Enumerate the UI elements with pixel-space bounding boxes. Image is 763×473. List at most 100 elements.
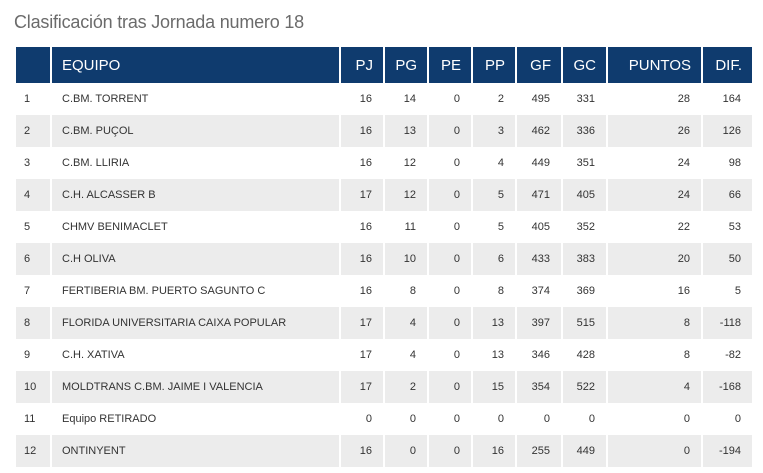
cell-puntos: 8: [608, 339, 703, 371]
cell-gc: 383: [563, 243, 608, 275]
cell-pp: 6: [473, 243, 517, 275]
cell-gc: 522: [563, 371, 608, 403]
cell-dif: -82: [703, 339, 752, 371]
header-puntos: PUNTOS: [608, 47, 703, 83]
cell-puntos: 24: [608, 179, 703, 211]
cell-dif: 126: [703, 115, 752, 147]
cell-pe: 0: [429, 83, 473, 115]
cell-pp: 8: [473, 275, 517, 307]
table-row: 9 C.H. XATIVA 17 4 0 13 346 428 8 -82: [16, 339, 752, 371]
cell-pp: 5: [473, 179, 517, 211]
cell-position: 10: [16, 371, 52, 403]
cell-pj: 17: [341, 371, 385, 403]
cell-pj: 17: [341, 179, 385, 211]
cell-position: 8: [16, 307, 52, 339]
cell-pe: 0: [429, 371, 473, 403]
cell-pe: 0: [429, 147, 473, 179]
cell-puntos: 24: [608, 147, 703, 179]
cell-team: C.BM. LLIRIA: [52, 147, 341, 179]
cell-gf: 433: [517, 243, 563, 275]
cell-team: C.H. ALCASSER B: [52, 179, 341, 211]
cell-pe: 0: [429, 339, 473, 371]
cell-position: 7: [16, 275, 52, 307]
header-pe: PE: [429, 47, 473, 83]
cell-position: 1: [16, 83, 52, 115]
cell-position: 3: [16, 147, 52, 179]
cell-gf: 462: [517, 115, 563, 147]
cell-dif: 50: [703, 243, 752, 275]
cell-puntos: 0: [608, 403, 703, 435]
cell-pj: 16: [341, 243, 385, 275]
cell-pp: 0: [473, 403, 517, 435]
cell-dif: 66: [703, 179, 752, 211]
cell-pg: 12: [385, 179, 429, 211]
cell-pg: 4: [385, 307, 429, 339]
cell-gc: 0: [563, 403, 608, 435]
cell-pj: 17: [341, 339, 385, 371]
cell-pe: 0: [429, 115, 473, 147]
cell-puntos: 28: [608, 83, 703, 115]
cell-pp: 3: [473, 115, 517, 147]
cell-pp: 4: [473, 147, 517, 179]
cell-gf: 495: [517, 83, 563, 115]
cell-puntos: 8: [608, 307, 703, 339]
cell-pg: 11: [385, 211, 429, 243]
cell-gc: 449: [563, 435, 608, 467]
cell-team: CHMV BENIMACLET: [52, 211, 341, 243]
cell-puntos: 0: [608, 435, 703, 467]
cell-pj: 17: [341, 307, 385, 339]
cell-puntos: 16: [608, 275, 703, 307]
cell-gf: 354: [517, 371, 563, 403]
cell-position: 12: [16, 435, 52, 467]
cell-pg: 14: [385, 83, 429, 115]
table-row: 8 FLORIDA UNIVERSITARIA CAIXA POPULAR 17 4 0…: [16, 307, 752, 339]
cell-position: 9: [16, 339, 52, 371]
cell-dif: 98: [703, 147, 752, 179]
cell-pg: 0: [385, 435, 429, 467]
cell-dif: -194: [703, 435, 752, 467]
cell-gf: 374: [517, 275, 563, 307]
cell-pe: 0: [429, 435, 473, 467]
cell-pp: 16: [473, 435, 517, 467]
cell-pp: 13: [473, 339, 517, 371]
table-row: 6 C.H OLIVA 16 10 0 6 433 383 20 50: [16, 243, 752, 275]
cell-pe: 0: [429, 243, 473, 275]
cell-gf: 405: [517, 211, 563, 243]
cell-team: MOLDTRANS C.BM. JAIME I VALENCIA: [52, 371, 341, 403]
cell-position: 4: [16, 179, 52, 211]
cell-pg: 4: [385, 339, 429, 371]
cell-pp: 2: [473, 83, 517, 115]
table-row: 1 C.BM. TORRENT 16 14 0 2 495 331 28 164: [16, 83, 752, 115]
cell-position: 2: [16, 115, 52, 147]
cell-pg: 12: [385, 147, 429, 179]
cell-gc: 352: [563, 211, 608, 243]
table-row: 2 C.BM. PUÇOL 16 13 0 3 462 336 26 126: [16, 115, 752, 147]
cell-puntos: 22: [608, 211, 703, 243]
header-team: EQUIPO: [52, 47, 341, 83]
cell-puntos: 26: [608, 115, 703, 147]
cell-pj: 16: [341, 435, 385, 467]
cell-position: 11: [16, 403, 52, 435]
header-gf: GF: [517, 47, 563, 83]
standings-body: 1 C.BM. TORRENT 16 14 0 2 495 331 28 164 2 C.BM. PU…: [16, 83, 752, 467]
cell-gc: 336: [563, 115, 608, 147]
cell-pj: 16: [341, 211, 385, 243]
cell-puntos: 4: [608, 371, 703, 403]
cell-gf: 397: [517, 307, 563, 339]
cell-team: C.H OLIVA: [52, 243, 341, 275]
cell-pe: 0: [429, 403, 473, 435]
cell-gf: 449: [517, 147, 563, 179]
cell-team: Equipo RETIRADO: [52, 403, 341, 435]
cell-puntos: 20: [608, 243, 703, 275]
table-row: 10 MOLDTRANS C.BM. JAIME I VALENCIA 17 2 0 15…: [16, 371, 752, 403]
cell-dif: 53: [703, 211, 752, 243]
cell-pg: 10: [385, 243, 429, 275]
table-row: 5 CHMV BENIMACLET 16 11 0 5 405 352 22 53: [16, 211, 752, 243]
cell-pj: 16: [341, 115, 385, 147]
cell-dif: -118: [703, 307, 752, 339]
cell-dif: -168: [703, 371, 752, 403]
cell-position: 6: [16, 243, 52, 275]
table-header-row: EQUIPO PJ PG PE PP GF GC PUNTOS DIF.: [16, 47, 752, 83]
cell-pe: 0: [429, 211, 473, 243]
cell-pg: 8: [385, 275, 429, 307]
